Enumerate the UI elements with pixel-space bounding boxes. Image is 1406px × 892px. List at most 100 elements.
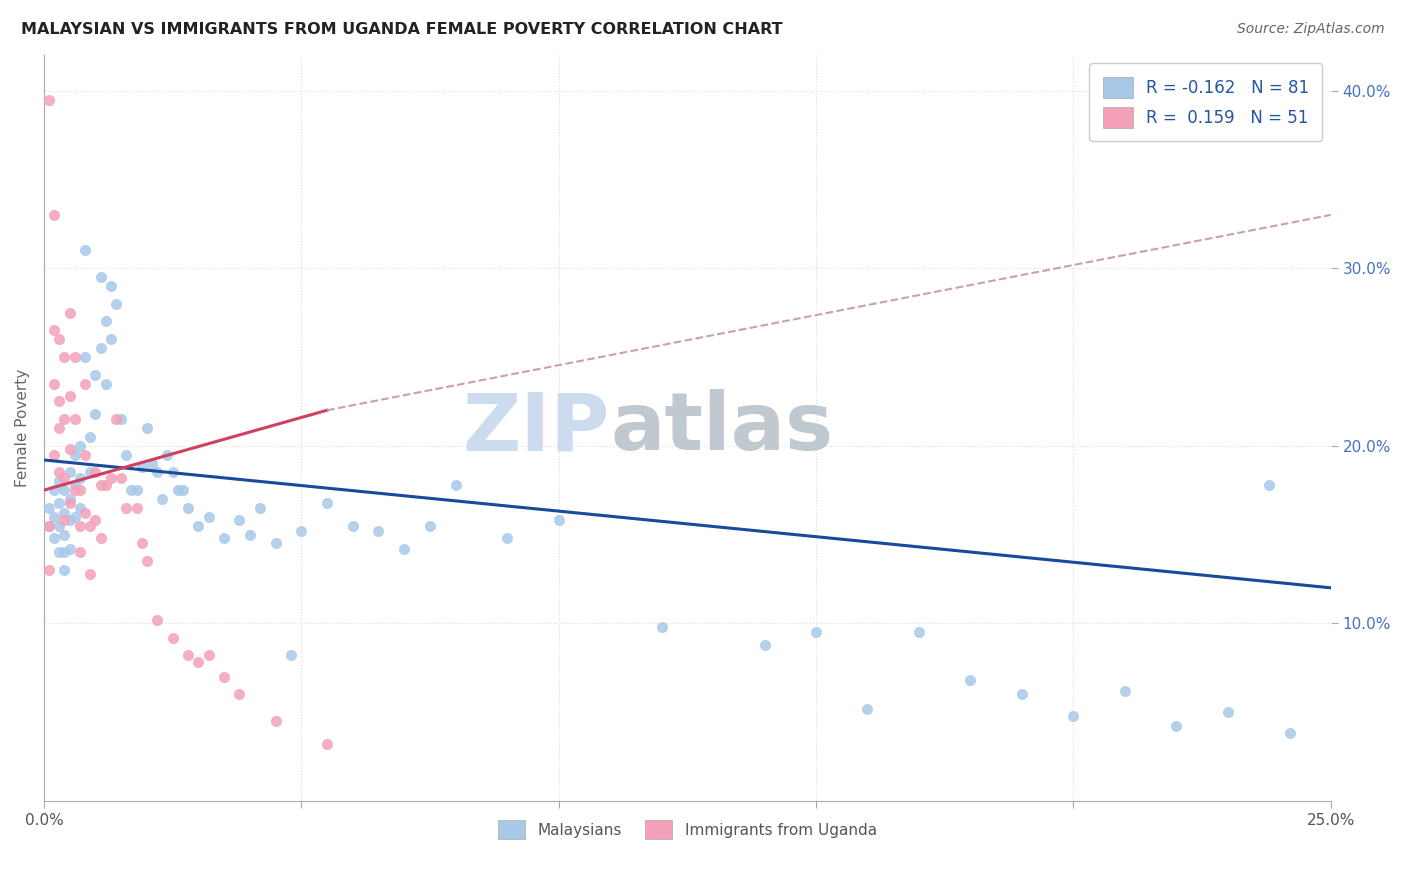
Point <box>1114 683 1136 698</box>
Point <box>125 500 148 515</box>
Point <box>59 541 82 556</box>
Point <box>367 524 389 538</box>
Point <box>804 625 827 640</box>
Point <box>69 500 91 515</box>
Point <box>120 483 142 498</box>
Point <box>48 421 70 435</box>
Point <box>177 500 200 515</box>
Point <box>100 279 122 293</box>
Point <box>63 350 86 364</box>
Point <box>44 483 66 498</box>
Point <box>63 478 86 492</box>
Point <box>75 350 97 364</box>
Point <box>162 631 184 645</box>
Point <box>177 648 200 663</box>
Point <box>141 457 163 471</box>
Legend: Malaysians, Immigrants from Uganda: Malaysians, Immigrants from Uganda <box>492 814 883 846</box>
Point <box>79 566 101 581</box>
Point <box>249 500 271 515</box>
Point <box>53 471 76 485</box>
Point <box>94 376 117 391</box>
Point <box>38 563 60 577</box>
Point <box>197 509 219 524</box>
Point <box>856 701 879 715</box>
Point <box>79 466 101 480</box>
Point <box>59 389 82 403</box>
Point <box>69 439 91 453</box>
Point <box>84 513 107 527</box>
Point <box>264 714 287 728</box>
Point <box>89 270 111 285</box>
Point <box>212 531 235 545</box>
Point <box>135 554 157 568</box>
Point <box>89 478 111 492</box>
Point <box>44 531 66 545</box>
Point <box>135 421 157 435</box>
Point <box>38 518 60 533</box>
Point <box>53 412 76 426</box>
Point <box>63 483 86 498</box>
Point <box>115 500 138 515</box>
Point <box>264 536 287 550</box>
Point <box>89 531 111 545</box>
Point <box>59 513 82 527</box>
Point <box>63 412 86 426</box>
Point <box>419 518 441 533</box>
Point <box>1216 705 1239 719</box>
Point <box>104 412 127 426</box>
Point <box>89 341 111 355</box>
Point <box>104 296 127 310</box>
Point <box>53 483 76 498</box>
Point <box>100 471 122 485</box>
Point <box>69 518 91 533</box>
Point <box>166 483 188 498</box>
Point <box>908 625 931 640</box>
Point <box>1062 708 1084 723</box>
Point <box>44 376 66 391</box>
Point <box>754 638 776 652</box>
Point <box>110 471 132 485</box>
Point <box>48 518 70 533</box>
Point <box>53 545 76 559</box>
Point <box>280 648 302 663</box>
Point <box>187 518 209 533</box>
Point <box>94 478 117 492</box>
Point <box>150 491 173 506</box>
Point <box>53 527 76 541</box>
Text: atlas: atlas <box>610 389 834 467</box>
Y-axis label: Female Poverty: Female Poverty <box>15 369 30 487</box>
Point <box>53 513 76 527</box>
Point <box>59 305 82 319</box>
Point <box>44 208 66 222</box>
Point <box>1011 687 1033 701</box>
Point <box>38 93 60 107</box>
Point <box>1278 726 1301 740</box>
Point <box>146 613 169 627</box>
Point <box>59 442 82 457</box>
Point <box>44 509 66 524</box>
Point <box>59 495 82 509</box>
Point <box>162 466 184 480</box>
Point <box>59 466 82 480</box>
Text: ZIP: ZIP <box>463 389 610 467</box>
Point <box>84 466 107 480</box>
Point <box>48 394 70 409</box>
Point <box>63 448 86 462</box>
Point <box>146 466 169 480</box>
Point <box>392 541 415 556</box>
Point <box>212 670 235 684</box>
Point <box>44 448 66 462</box>
Point <box>239 527 262 541</box>
Point <box>69 471 91 485</box>
Point <box>496 531 519 545</box>
Point <box>131 536 153 550</box>
Point <box>48 495 70 509</box>
Point <box>38 518 60 533</box>
Point <box>59 491 82 506</box>
Point <box>115 448 138 462</box>
Point <box>959 673 981 687</box>
Point <box>651 620 673 634</box>
Point <box>38 500 60 515</box>
Point <box>53 563 76 577</box>
Point <box>84 368 107 382</box>
